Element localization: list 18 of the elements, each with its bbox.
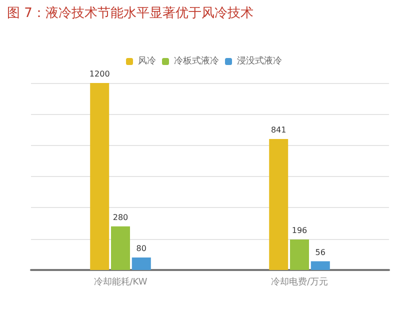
legend-label: 风冷 bbox=[138, 56, 156, 66]
x-tick-label: 冷却电费/万元 bbox=[270, 276, 328, 288]
data-label: 1200 bbox=[89, 70, 110, 78]
bar bbox=[111, 226, 130, 270]
x-tick-label: 冷却能耗/KW bbox=[94, 276, 148, 288]
data-label: 280 bbox=[112, 212, 128, 222]
data-label: 841 bbox=[270, 125, 286, 134]
bar bbox=[290, 239, 309, 270]
bar bbox=[132, 258, 151, 270]
data-label: 56 bbox=[315, 248, 326, 257]
bar bbox=[310, 261, 330, 270]
chart-title: 图 7：液冷技术节能水平显著优于风冷技术 bbox=[7, 6, 254, 21]
legend-label: 冷板式液冷 bbox=[174, 56, 219, 66]
data-label: 80 bbox=[136, 244, 146, 254]
legend-label: 浸没式液冷 bbox=[237, 56, 282, 66]
bar bbox=[269, 138, 288, 270]
data-label: 196 bbox=[292, 226, 308, 235]
bar bbox=[90, 83, 110, 270]
